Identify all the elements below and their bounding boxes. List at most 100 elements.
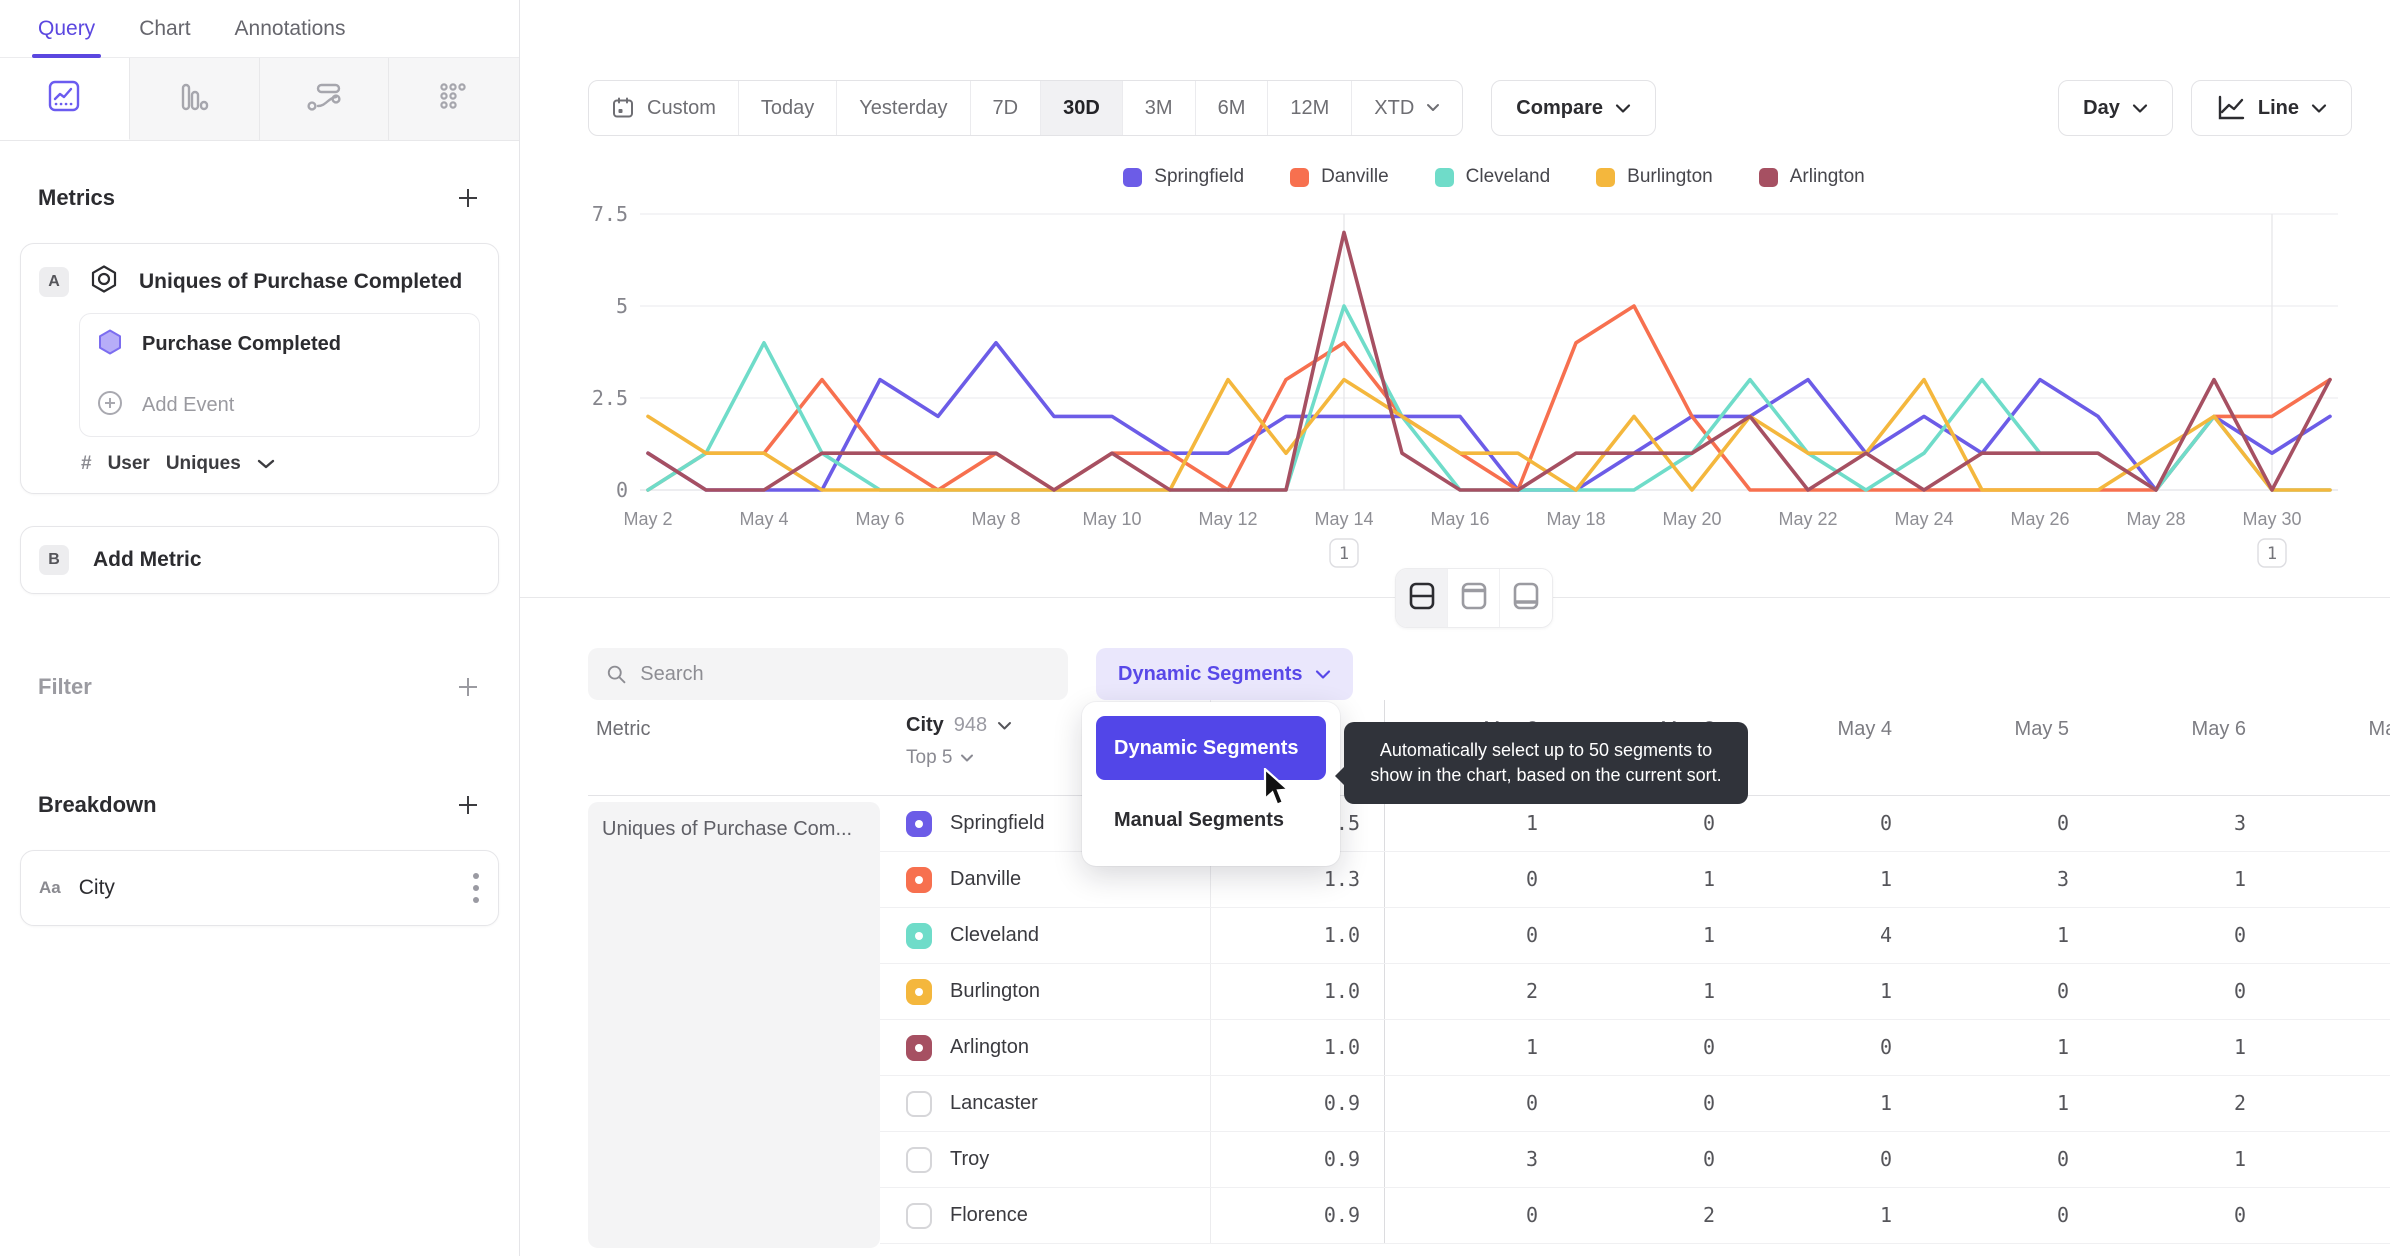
series-line-burlington[interactable]	[646, 377, 2332, 492]
compare-button[interactable]: Compare	[1491, 80, 1656, 136]
segment-checkbox-checked[interactable]	[906, 1034, 932, 1061]
city-cell[interactable]: Troy	[880, 1132, 1210, 1187]
granularity-button[interactable]: Day	[2058, 80, 2173, 136]
line-chart[interactable]: 0 2.5 5 7.5 May 2 May 4 May 6 May 8 May 10 May 12…	[520, 202, 2390, 580]
x-tick-label: May 8	[971, 509, 1020, 529]
city-cell[interactable]: Cleveland	[880, 908, 1210, 963]
add-event-row[interactable]: Add Event	[80, 375, 479, 436]
chart-type-tab-bar-chart[interactable]	[129, 58, 260, 140]
search-box[interactable]	[588, 648, 1068, 700]
day-value: 1	[1879, 1203, 1892, 1227]
annotation-badge[interactable]: 1	[1329, 538, 1359, 568]
flow-chart-icon	[306, 82, 342, 117]
legend-item-burlington[interactable]: Burlington	[1596, 166, 1713, 188]
city-column-header[interactable]: City 948 Top 5	[880, 700, 1210, 795]
legend-item-danville[interactable]: Danville	[1290, 166, 1389, 188]
chart-type-tab-scatter-chart[interactable]	[389, 58, 519, 140]
metric-a-header[interactable]: A Uniques of Purchase Completed	[21, 244, 498, 313]
day-value	[2270, 1020, 2390, 1075]
legend-swatch	[1596, 167, 1616, 187]
city-header-label: City	[906, 714, 944, 736]
range-xtd[interactable]: XTD	[1352, 81, 1462, 135]
day-column-header[interactable]: May 7	[2368, 718, 2390, 740]
range-12m[interactable]: 12M	[1268, 81, 1353, 135]
day-value: 0	[2056, 1147, 2069, 1171]
segment-checkbox-checked[interactable]	[906, 866, 932, 893]
city-cell[interactable]: Florence	[880, 1188, 1210, 1243]
menu-item-manual-segments[interactable]: Manual Segments	[1114, 808, 1285, 831]
range-label: Yesterday	[859, 96, 948, 119]
nav-tab-query[interactable]: Query	[31, 0, 102, 58]
y-tick-label: 7.5	[592, 205, 628, 226]
measure-row[interactable]: # User Uniques	[21, 437, 498, 493]
layout-option-footer-bottom[interactable]	[1500, 569, 1552, 627]
metric-a-title: Uniques of Purchase Completed	[139, 269, 463, 293]
segment-checkbox-unchecked[interactable]	[906, 1202, 932, 1229]
bar-chart-icon	[177, 80, 211, 119]
segments-mode-dropdown[interactable]: Dynamic Segments	[1096, 648, 1353, 700]
day-column-header[interactable]: May 6	[2191, 718, 2246, 740]
nav-tab-annotations[interactable]: Annotations	[234, 16, 346, 40]
layout-option-split-rows[interactable]	[1396, 569, 1448, 627]
day-column-header[interactable]: May 4	[1837, 718, 1892, 740]
segment-checkbox-unchecked[interactable]	[906, 1090, 932, 1117]
range-6m[interactable]: 6M	[1196, 81, 1269, 135]
city-cell[interactable]: Lancaster	[880, 1076, 1210, 1131]
city-cell[interactable]: Springfield	[880, 796, 1210, 851]
add-filter-plus-icon[interactable]	[455, 674, 481, 700]
city-name: Lancaster	[950, 1092, 1038, 1114]
metric-card-b[interactable]: B Add Metric	[20, 526, 499, 594]
range-today[interactable]: Today	[739, 81, 838, 135]
chart-type-tabs	[0, 58, 519, 141]
layout-toggle-group	[1395, 568, 1553, 628]
y-tick-label: 5	[616, 294, 628, 318]
segment-checkbox-unchecked[interactable]	[906, 1146, 932, 1173]
breakdown-title: Breakdown	[38, 792, 157, 817]
breakdown-city-card[interactable]: Aa City	[20, 850, 499, 926]
layout-option-header-top[interactable]	[1448, 569, 1500, 627]
annotation-badge[interactable]: 1	[2257, 538, 2287, 568]
table-body: Springfield 1.5 1 0 0 0 3 Danville 1.3 0 1 1 3 1 Cleve…	[880, 796, 2390, 1244]
day-value	[2270, 1076, 2390, 1131]
range-7d[interactable]: 7D	[971, 81, 1042, 135]
day-value: 0	[1525, 1203, 1538, 1227]
day-value: 0	[1525, 923, 1538, 947]
add-breakdown-plus-icon[interactable]	[455, 792, 481, 818]
city-cell[interactable]: Danville	[880, 852, 1210, 907]
segments-dropdown-menu: Dynamic Segments Manual Segments	[1082, 702, 1340, 866]
day-column-header[interactable]: May 5	[2014, 718, 2069, 740]
add-metric-plus-icon[interactable]	[455, 185, 481, 211]
kebab-menu-icon[interactable]	[472, 871, 480, 905]
day-value	[2270, 964, 2390, 1019]
city-cell[interactable]: Burlington	[880, 964, 1210, 1019]
nav-tab-chart[interactable]: Chart	[139, 16, 191, 40]
range-3m[interactable]: 3M	[1123, 81, 1196, 135]
range-yesterday[interactable]: Yesterday	[837, 81, 971, 135]
calendar-icon	[613, 97, 633, 118]
segment-checkbox-checked[interactable]	[906, 810, 932, 837]
legend-item-springfield[interactable]: Springfield	[1123, 166, 1244, 188]
event-row[interactable]: Purchase Completed	[80, 314, 479, 375]
toolbar: Custom Today Yesterday 7D 30D 3M 6M 12M XTD Comp…	[588, 80, 2352, 136]
city-name: Danville	[950, 868, 1022, 890]
city-cell[interactable]: Arlington	[880, 1020, 1210, 1075]
avg-value: 1.0	[1210, 908, 1385, 963]
menu-item-dynamic-segments[interactable]: Dynamic Segments	[1096, 716, 1326, 780]
chart-type-tab-flow-chart[interactable]	[259, 58, 390, 140]
top-filter-label: Top 5	[906, 747, 953, 768]
chart-style-button[interactable]: Line	[2190, 80, 2352, 136]
legend-swatch	[1758, 167, 1778, 187]
search-input[interactable]	[640, 662, 1050, 686]
legend-item-arlington[interactable]: Arlington	[1758, 166, 1865, 188]
segment-checkbox-checked[interactable]	[906, 922, 932, 949]
top-filter[interactable]: Top 5	[906, 747, 1210, 769]
segment-checkbox-checked[interactable]	[906, 978, 932, 1005]
legend-item-cleveland[interactable]: Cleveland	[1434, 166, 1550, 188]
range-custom[interactable]: Custom	[589, 81, 739, 135]
sidebar-body: Metrics A Uniques of Purchase Completed …	[0, 185, 519, 926]
range-30d[interactable]: 30D	[1041, 81, 1123, 135]
x-tick-label: May 26	[2010, 509, 2069, 529]
series-line-arlington[interactable]	[646, 230, 2332, 492]
chart-type-tab-line-chart[interactable]	[0, 58, 130, 140]
query-nav-tabs: Query Chart Annotations	[0, 0, 519, 58]
